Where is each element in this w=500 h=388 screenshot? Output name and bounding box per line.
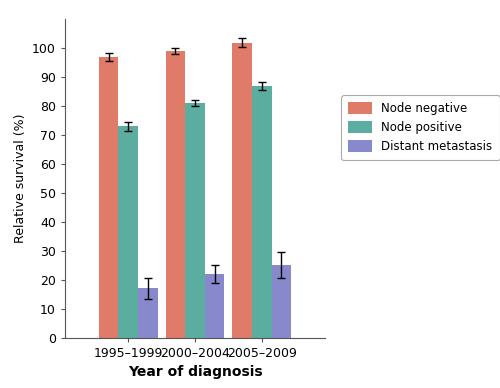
Y-axis label: Relative survival (%): Relative survival (%): [14, 114, 26, 243]
Bar: [185, 103, 205, 338]
Bar: [99, 57, 118, 338]
Bar: [205, 274, 225, 338]
Legend: Node negative, Node positive, Distant metastasis: Node negative, Node positive, Distant me…: [342, 95, 500, 160]
Bar: [252, 86, 272, 338]
Bar: [166, 51, 185, 338]
Bar: [232, 43, 252, 338]
Bar: [138, 288, 158, 338]
Bar: [272, 265, 291, 338]
Bar: [118, 126, 138, 338]
X-axis label: Year of diagnosis: Year of diagnosis: [128, 365, 262, 379]
